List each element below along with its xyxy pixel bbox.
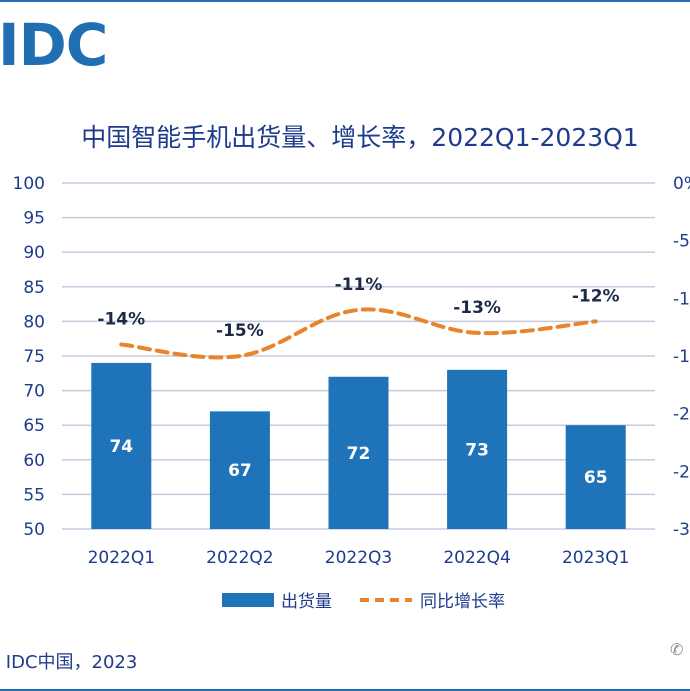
y2-tick-label: -3: [673, 520, 690, 540]
y-tick-label: 65: [23, 416, 45, 436]
y-tick-label: 55: [23, 485, 45, 505]
bar: [447, 369, 508, 529]
growth-rate-label: -12%: [572, 286, 620, 306]
x-tick-label: 2022Q2: [206, 548, 273, 568]
x-tick-label: 2023Q1: [562, 548, 629, 568]
y2-tick-label: -2: [673, 405, 690, 425]
bar-value-label: 65: [584, 468, 608, 488]
y2-tick-label: -1: [673, 289, 690, 309]
bar: [91, 362, 152, 529]
bar: [565, 425, 626, 529]
legend-line-label: 同比增长率: [420, 592, 505, 612]
bar-value-label: 74: [109, 437, 133, 457]
source-note: : IDC中国，2023: [0, 652, 138, 673]
growth-rate-label: -14%: [97, 309, 145, 329]
growth-rate-label: -11%: [335, 275, 383, 295]
growth-rate-line: [119, 307, 598, 360]
y-tick-label: 95: [23, 209, 45, 229]
x-tick-label: 2022Q3: [325, 548, 392, 568]
chart-title: 中国智能手机出货量、增长率，2022Q1-2023Q1: [81, 123, 639, 152]
y-tick-label: 50: [23, 520, 45, 540]
idc-logo: IDC: [0, 11, 108, 79]
x-tick-label: 2022Q4: [443, 548, 510, 568]
y-tick-label: 70: [23, 382, 45, 402]
bar: [209, 411, 270, 529]
wechat-icon: ✆: [670, 640, 684, 659]
y2-tick-label: -1: [673, 347, 690, 367]
bar-value-label: 73: [465, 440, 489, 460]
growth-rate-label: -15%: [216, 321, 264, 341]
y2-tick-label: 0%: [673, 174, 690, 194]
y-tick-label: 60: [23, 451, 45, 471]
legend-bar-swatch: [222, 593, 274, 607]
growth-rate-label: -13%: [453, 298, 501, 318]
y-tick-label: 85: [23, 278, 45, 298]
bar: [328, 376, 389, 529]
bar-value-label: 72: [347, 444, 371, 464]
y-tick-label: 100: [13, 174, 45, 194]
x-tick-label: 2022Q1: [88, 548, 155, 568]
bar-value-label: 67: [228, 461, 252, 481]
y-tick-label: 75: [23, 347, 45, 367]
y-tick-label: 90: [23, 243, 45, 263]
top-border: [0, 0, 690, 2]
legend-bar-label: 出货量: [281, 592, 332, 612]
y-tick-label: 80: [23, 312, 45, 332]
y2-tick-label: -2: [673, 462, 690, 482]
bottom-border: [0, 689, 690, 691]
y2-tick-label: -5: [673, 232, 690, 252]
